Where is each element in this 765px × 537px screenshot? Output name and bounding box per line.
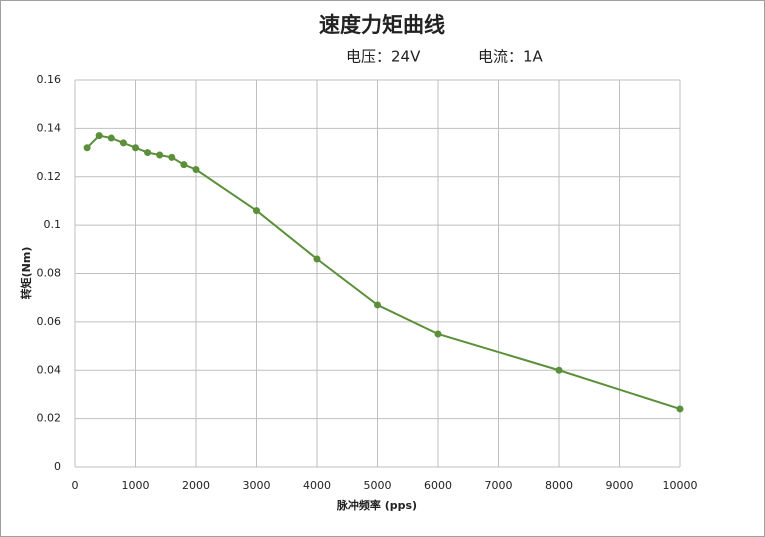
- data-point: [676, 405, 684, 413]
- data-point: [192, 165, 200, 173]
- subtitle: 电流：1A: [478, 48, 544, 66]
- data-point: [313, 255, 321, 263]
- data-point: [168, 153, 176, 161]
- x-tick-label: 1000: [122, 479, 150, 492]
- x-tick-label: 3000: [243, 479, 271, 492]
- x-tick-label: 5000: [364, 479, 392, 492]
- data-point: [253, 207, 260, 215]
- x-tick-label: 6000: [424, 479, 452, 492]
- data-point: [555, 366, 563, 374]
- y-tick-label: 0.08: [37, 267, 62, 280]
- x-tick-label: 0: [72, 479, 79, 492]
- data-point: [107, 134, 115, 142]
- x-tick-label: 8000: [545, 479, 573, 492]
- x-tick-label: 4000: [303, 479, 331, 492]
- y-tick-label: 0.02: [37, 412, 62, 425]
- data-point: [434, 330, 442, 338]
- subtitle: 电压：24V: [346, 48, 421, 66]
- x-tick-label: 10000: [663, 479, 698, 492]
- y-tick-label: 0.14: [37, 121, 62, 134]
- data-point: [374, 301, 381, 309]
- x-tick-label: 7000: [485, 479, 513, 492]
- data-point: [83, 144, 91, 152]
- data-point: [95, 132, 103, 140]
- x-tick-label: 9000: [606, 479, 634, 492]
- data-line: [86, 134, 681, 410]
- data-point: [156, 151, 164, 159]
- y-tick-label: 0.16: [37, 73, 62, 86]
- x-axis-label: 脉冲频率 (pps): [336, 498, 417, 512]
- y-tick-label: 0.12: [37, 170, 62, 183]
- y-tick-label: 0.1: [44, 218, 62, 231]
- chart-title: 速度力矩曲线: [319, 13, 445, 37]
- data-point: [180, 161, 188, 169]
- data-point: [119, 139, 127, 147]
- y-tick-label: 0: [54, 460, 61, 473]
- data-point: [132, 144, 139, 152]
- x-tick-label: 2000: [182, 479, 210, 492]
- y-tick-label: 0.06: [37, 315, 62, 328]
- data-point: [144, 149, 152, 157]
- y-axis-label: 转矩(Nm): [19, 247, 33, 300]
- y-tick-label: 0.04: [37, 363, 62, 376]
